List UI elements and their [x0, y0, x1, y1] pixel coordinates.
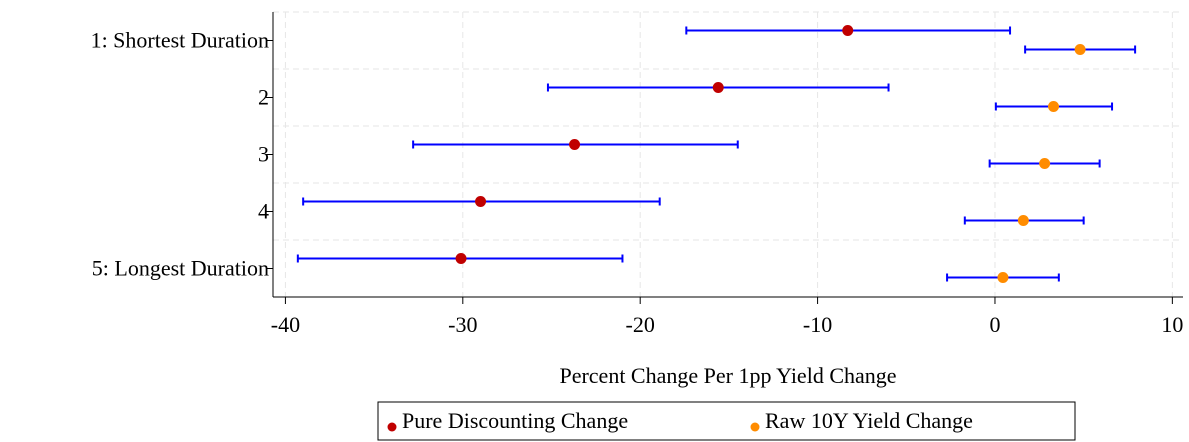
x-axis-label: Percent Change Per 1pp Yield Change — [559, 363, 896, 388]
point — [1048, 101, 1060, 112]
point — [1039, 158, 1051, 169]
legend-box — [377, 401, 1076, 441]
point — [997, 272, 1009, 283]
y-tick-label: 2 — [258, 85, 269, 110]
y-tick-label: 5: Longest Duration — [92, 256, 269, 281]
legend-marker — [387, 422, 397, 432]
point — [569, 139, 581, 150]
legend-label: Pure Discounting Change — [402, 408, 628, 433]
point — [712, 82, 724, 93]
x-tick-label: -40 — [271, 312, 300, 337]
point — [475, 196, 487, 207]
y-tick-label: 3 — [258, 142, 269, 167]
x-tick-label: -30 — [448, 312, 477, 337]
legend-label: Raw 10Y Yield Change — [765, 408, 973, 433]
x-tick-label: -10 — [803, 312, 832, 337]
point — [842, 25, 854, 36]
point — [1017, 215, 1029, 226]
x-tick-label: 0 — [989, 312, 1000, 337]
legend-marker — [750, 422, 760, 432]
point — [1074, 44, 1086, 55]
x-tick-label: 10 — [1161, 312, 1183, 337]
x-tick-label: -20 — [626, 312, 655, 337]
point — [455, 253, 467, 264]
y-tick-label: 4 — [258, 199, 269, 224]
y-tick-label: 1: Shortest Duration — [91, 28, 269, 53]
